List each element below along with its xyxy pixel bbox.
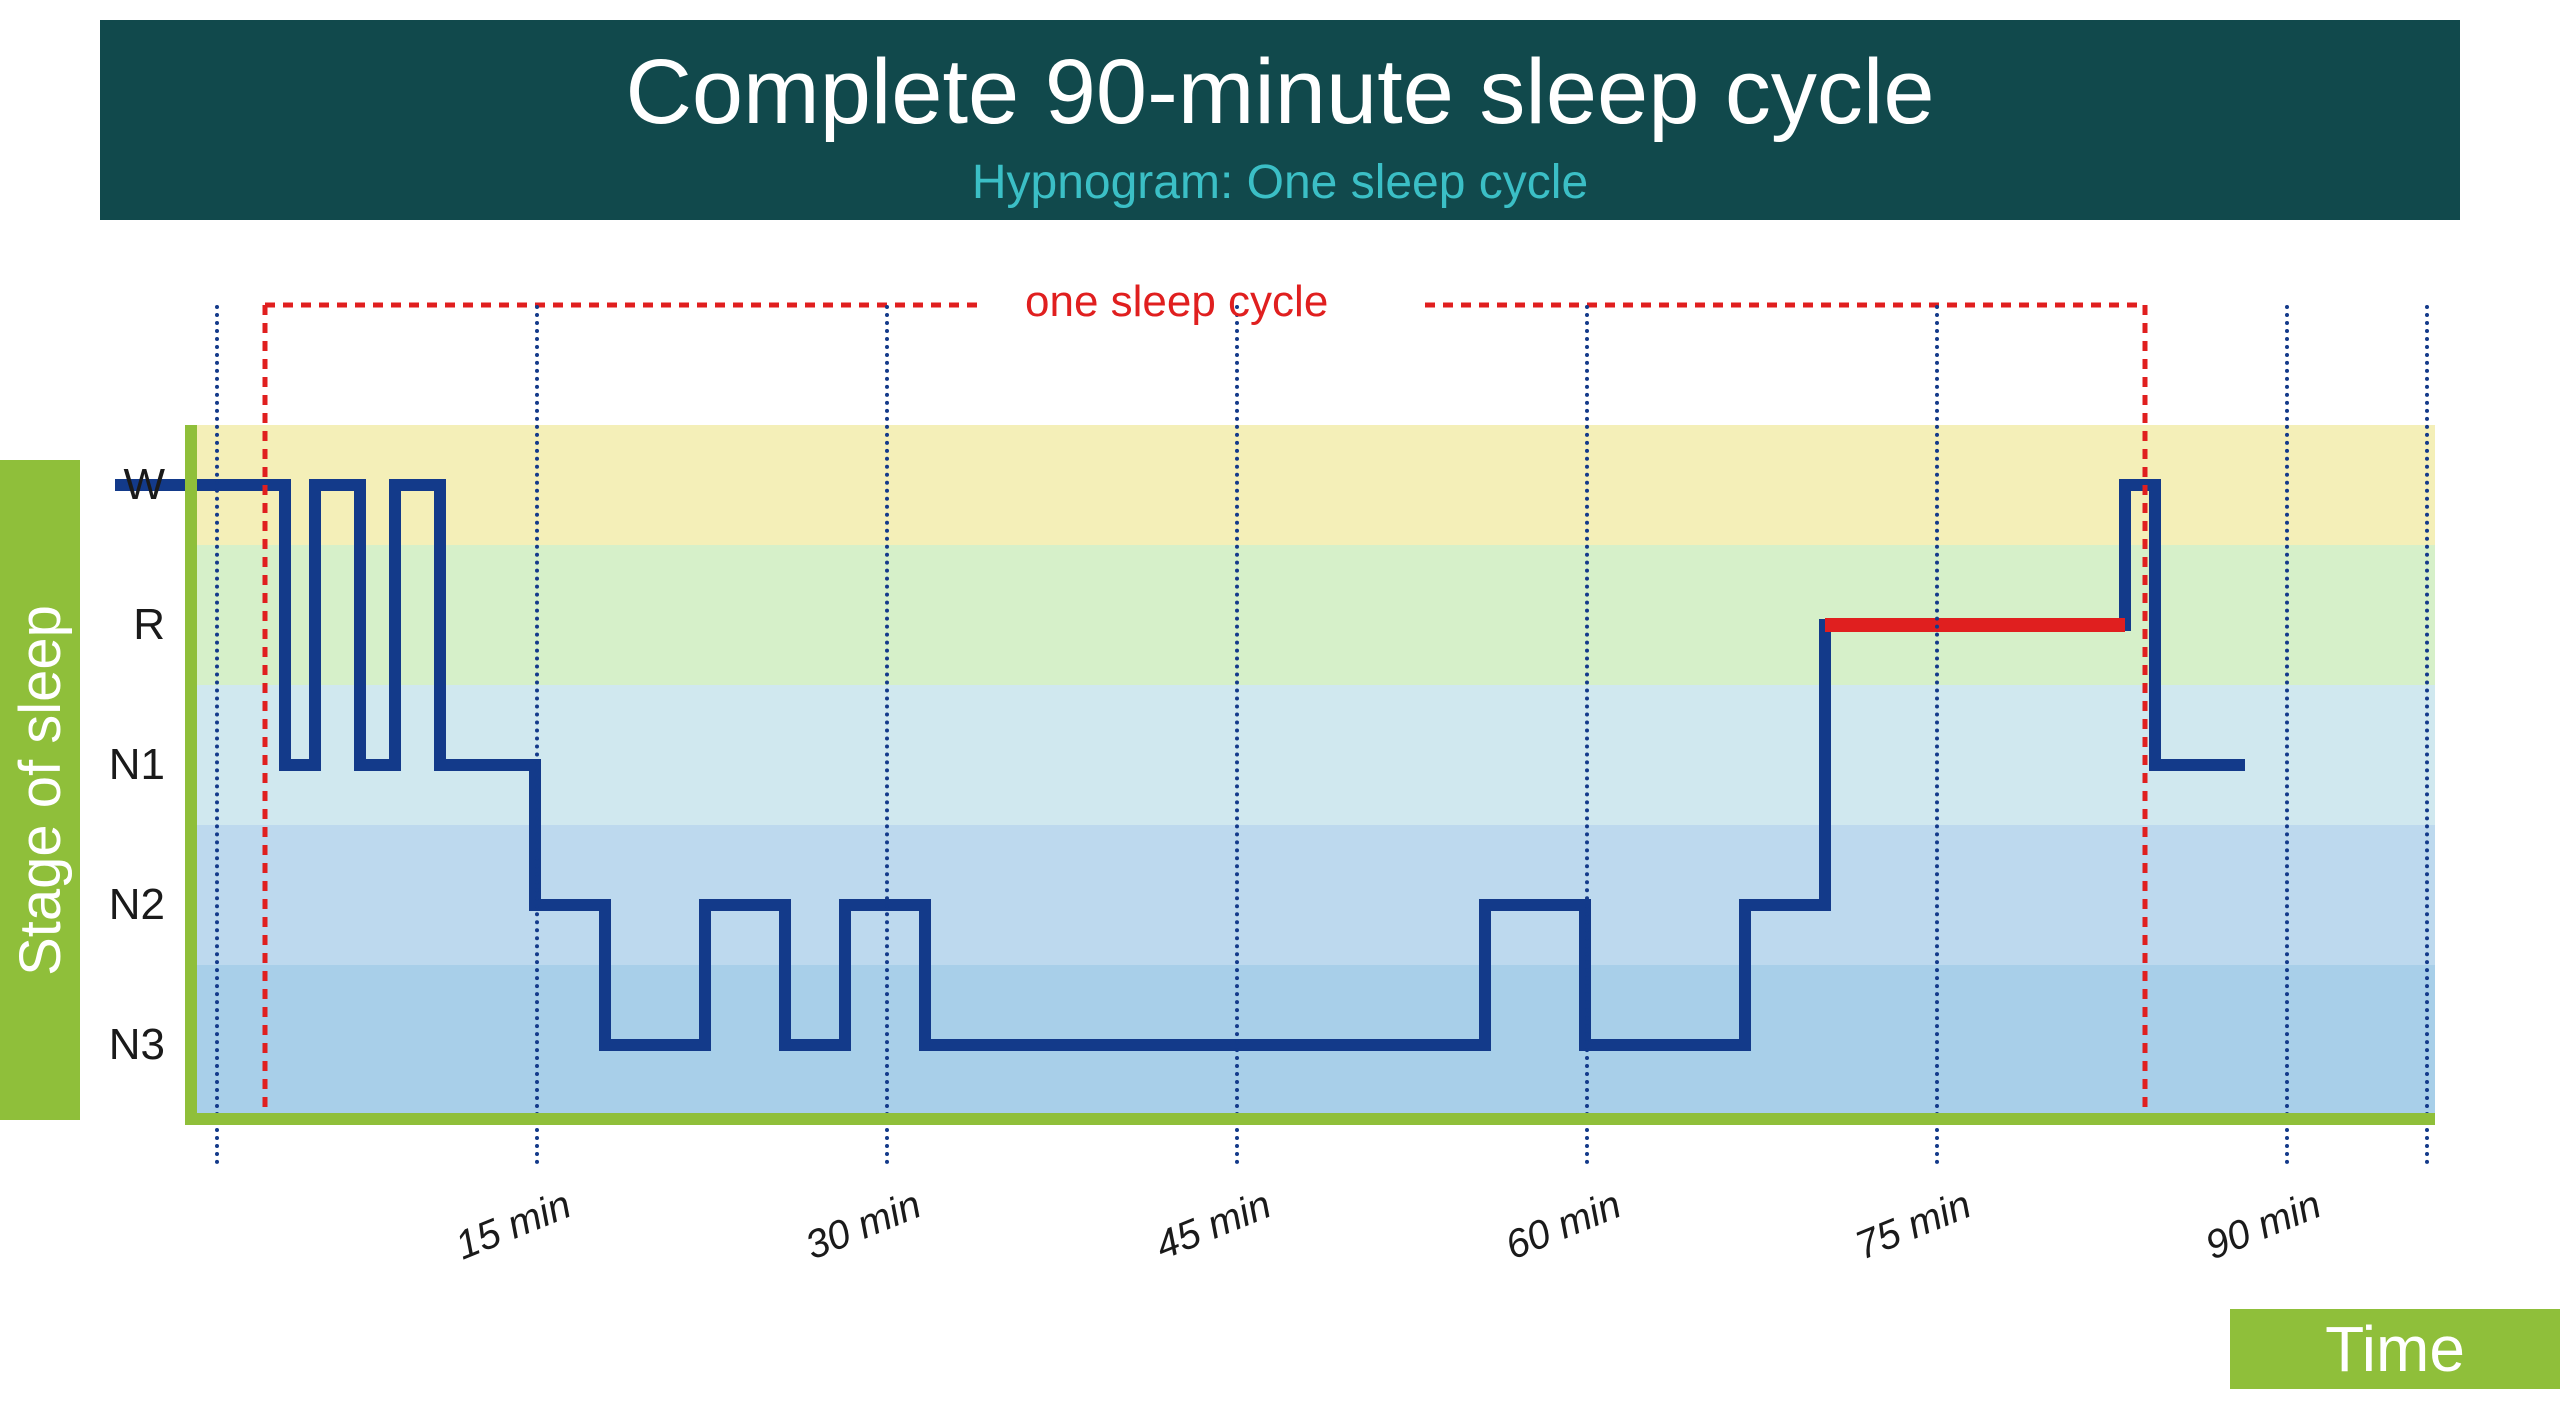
x-tick-label: 30 min: [799, 1183, 927, 1270]
gridline: [2425, 305, 2429, 1165]
x-tick-label: 15 min: [449, 1183, 577, 1270]
hypnogram-chart: WRN1N2N315 min30 min45 min60 min75 min90…: [185, 425, 2435, 1125]
x-tick-label: 90 min: [2199, 1183, 2327, 1270]
x-tick-label: 60 min: [1499, 1183, 1627, 1270]
x-tick-label: 45 min: [1149, 1183, 1277, 1270]
gridline: [1585, 305, 1589, 1165]
hypnogram-line: [185, 425, 2435, 1125]
y-axis-line: [185, 425, 197, 1125]
y-axis-label: Stage of sleep: [7, 605, 74, 976]
y-tick-r: R: [75, 600, 165, 650]
gridline: [1935, 305, 1939, 1165]
gridline: [535, 305, 539, 1165]
y-tick-n2: N2: [75, 880, 165, 930]
hypnogram-path: [115, 485, 2245, 1045]
x-axis-line: [185, 1113, 2435, 1125]
page-subtitle: Hypnogram: One sleep cycle: [100, 155, 2460, 210]
x-tick-label: 75 min: [1849, 1183, 1977, 1270]
gridline: [215, 305, 219, 1165]
gridline: [2285, 305, 2289, 1165]
y-tick-n3: N3: [75, 1020, 165, 1070]
x-axis-label-box: Time: [2230, 1309, 2560, 1389]
page-title: Complete 90-minute sleep cycle: [100, 40, 2460, 145]
gridline: [885, 305, 889, 1165]
y-tick-w: W: [75, 460, 165, 510]
x-axis-label: Time: [2325, 1312, 2465, 1386]
y-axis-label-box: Stage of sleep: [0, 460, 80, 1120]
y-tick-n1: N1: [75, 740, 165, 790]
header-banner: Complete 90-minute sleep cycle Hypnogram…: [100, 20, 2460, 220]
cycle-bracket-label: one sleep cycle: [1025, 277, 1328, 327]
gridline: [1235, 305, 1239, 1165]
